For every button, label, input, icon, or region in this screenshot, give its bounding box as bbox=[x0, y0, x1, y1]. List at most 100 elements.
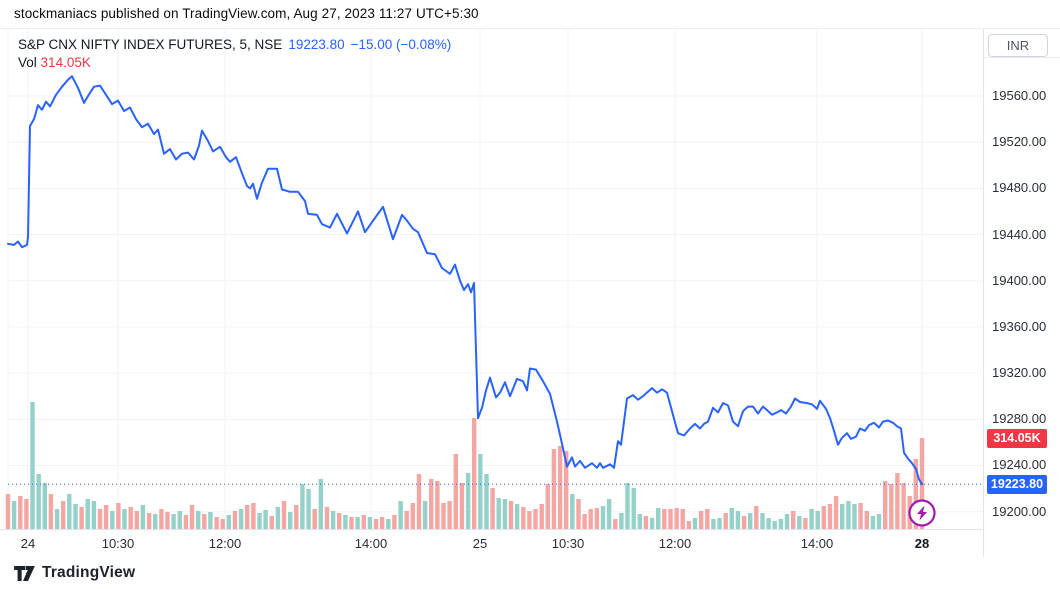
price-axis[interactable]: INR 19560.00 19520.00 19480.00 19440.00 1940… bbox=[983, 29, 1060, 557]
volume-bar bbox=[61, 501, 66, 529]
volume-bar bbox=[410, 503, 415, 529]
volume-bar bbox=[692, 518, 698, 529]
volume-bar bbox=[251, 503, 256, 529]
volume-bar bbox=[833, 496, 839, 529]
volume-bar bbox=[680, 509, 685, 529]
volume-bar bbox=[717, 518, 722, 529]
volume-bar bbox=[741, 516, 747, 529]
time-axis-label: 28 bbox=[914, 536, 930, 551]
volume-bar bbox=[281, 501, 287, 529]
volume-bar bbox=[582, 514, 587, 529]
tradingview-logo[interactable]: TradingView bbox=[14, 564, 135, 582]
volume-bar bbox=[294, 505, 299, 529]
price-axis-label: 19200.00 bbox=[992, 504, 1047, 519]
lightning-bolt-icon bbox=[917, 505, 927, 521]
volume-bar bbox=[545, 484, 550, 529]
volume-bar bbox=[600, 506, 606, 529]
time-axis-label: 10:30 bbox=[551, 536, 585, 551]
volume-bar bbox=[876, 514, 882, 529]
volume-bar bbox=[275, 507, 281, 529]
volume-bar bbox=[208, 512, 213, 529]
volume-bar bbox=[380, 517, 385, 529]
volume-bar bbox=[300, 484, 305, 529]
time-axis-label: 24 bbox=[20, 536, 36, 551]
volume-bar bbox=[723, 513, 728, 529]
volume-bar bbox=[705, 509, 710, 529]
volume-bar bbox=[662, 509, 667, 529]
time-axis-label: 12:00 bbox=[208, 536, 242, 551]
volume-bar bbox=[870, 516, 876, 529]
time-axis-label: 25 bbox=[472, 536, 488, 551]
volume-bar bbox=[330, 511, 336, 529]
volume-bar bbox=[18, 496, 23, 529]
volume-bar bbox=[54, 509, 60, 529]
volume-bar bbox=[134, 511, 139, 529]
volume-bar bbox=[551, 449, 557, 529]
currency-button[interactable]: INR bbox=[988, 34, 1048, 57]
volume-bar bbox=[128, 507, 133, 529]
volume-bar bbox=[748, 513, 753, 529]
volume-bar bbox=[846, 501, 851, 529]
volume-bar bbox=[852, 504, 857, 529]
volume-bar bbox=[24, 499, 29, 529]
volume-bar bbox=[146, 513, 152, 529]
price-axis-label: 19560.00 bbox=[992, 88, 1047, 103]
volume-bar bbox=[79, 507, 84, 529]
volume-bar bbox=[416, 474, 422, 529]
volume-bar bbox=[711, 519, 716, 529]
volume-bar bbox=[183, 515, 189, 529]
volume-bar bbox=[594, 508, 600, 529]
volume-bar bbox=[809, 509, 814, 529]
volume-bar bbox=[570, 494, 575, 529]
volume-bar bbox=[889, 484, 894, 529]
volume-bar bbox=[686, 521, 692, 529]
volume-bar bbox=[760, 513, 765, 529]
volume-bar bbox=[490, 488, 495, 529]
volume-bar bbox=[263, 510, 268, 529]
volume-bar bbox=[171, 514, 176, 529]
volume-bar bbox=[441, 503, 446, 529]
volume-bar bbox=[367, 517, 373, 529]
volume-bar bbox=[85, 499, 90, 529]
volume-bar bbox=[116, 503, 121, 529]
volume-bar bbox=[778, 519, 784, 529]
volume-bar bbox=[404, 511, 409, 529]
volume-bar bbox=[36, 474, 41, 529]
volume-bar bbox=[539, 504, 544, 529]
time-axis[interactable]: 24 10:30 12:00 14:00 25 10:30 12:00 14:00 28 bbox=[0, 529, 1060, 558]
volume-bar bbox=[772, 521, 777, 529]
symbol-title[interactable]: S&P CNX NIFTY INDEX FUTURES, 5, NSE bbox=[18, 37, 283, 52]
price-axis-label: 19240.00 bbox=[992, 457, 1047, 472]
volume-bar bbox=[337, 513, 342, 529]
volume-bar bbox=[901, 483, 906, 529]
volume-value: 314.05K bbox=[40, 55, 91, 70]
chart-plot[interactable] bbox=[0, 29, 983, 557]
volume-bar bbox=[67, 494, 72, 529]
volume-bar bbox=[533, 509, 538, 529]
last-price-value: 19223.80 bbox=[288, 37, 345, 52]
volume-bar bbox=[392, 515, 397, 529]
volume-bar bbox=[232, 511, 238, 529]
volume-bar bbox=[214, 517, 219, 529]
volume-bar bbox=[883, 481, 888, 529]
volume-bar bbox=[496, 498, 501, 529]
volume-bar bbox=[97, 509, 103, 529]
volume-bar bbox=[11, 501, 17, 529]
volume-bar bbox=[791, 511, 796, 529]
volume-bar bbox=[318, 479, 323, 529]
volume-bar bbox=[514, 504, 520, 529]
volume-bar bbox=[784, 514, 790, 529]
volume-bar bbox=[588, 509, 593, 529]
volume-bar bbox=[189, 505, 195, 529]
volume-bar bbox=[913, 459, 918, 529]
volume-bar bbox=[398, 501, 403, 529]
volume-bar bbox=[521, 507, 526, 529]
volume-bar bbox=[459, 483, 465, 529]
price-axis-label: 19320.00 bbox=[992, 365, 1047, 380]
volume-bar bbox=[373, 519, 379, 529]
volume-bar bbox=[177, 511, 182, 529]
volume-bar bbox=[269, 516, 274, 529]
volume-bar bbox=[557, 446, 563, 529]
tradingview-mark-icon bbox=[14, 565, 35, 581]
